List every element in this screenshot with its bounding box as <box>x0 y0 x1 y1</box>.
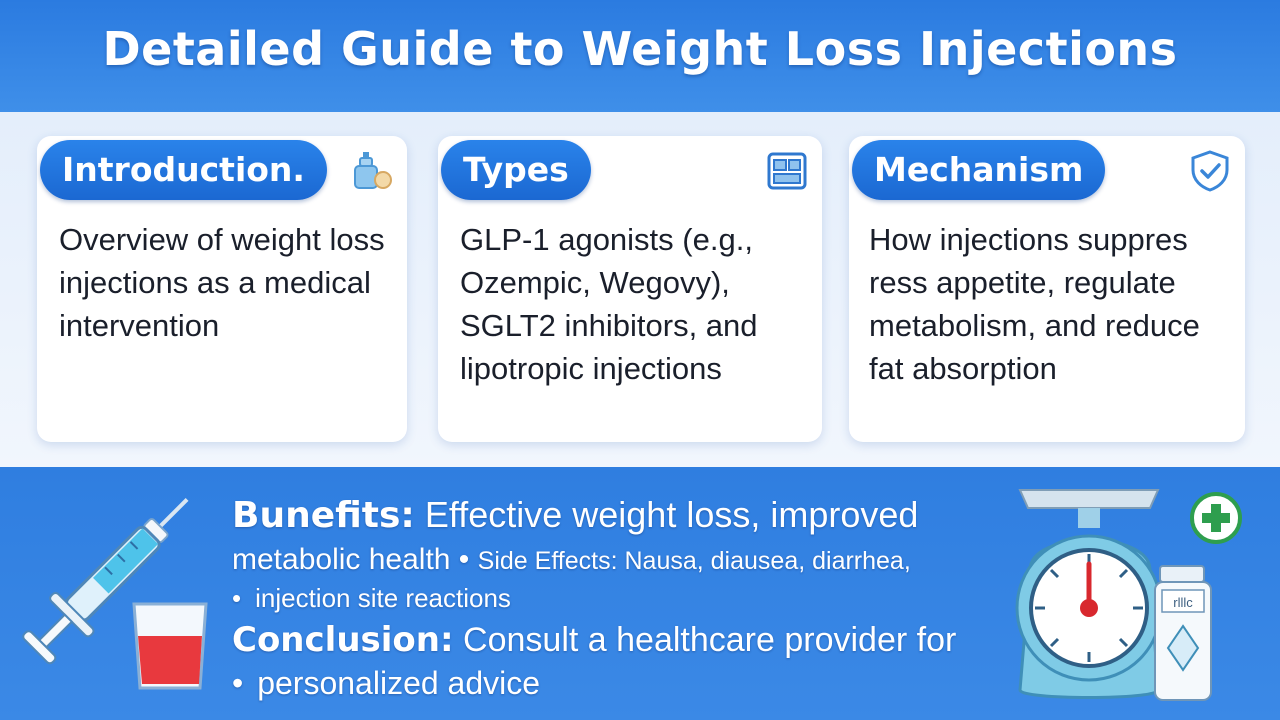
side-effects-line: metabolic health • Side Effects: Nausa, … <box>232 543 911 577</box>
bullet: • <box>232 583 242 613</box>
cup-icon <box>132 602 208 690</box>
shield-check-icon <box>1191 150 1229 192</box>
conclusion-line: Conclusion: Consult a healthcare provide… <box>232 620 956 660</box>
benefits-label: Bunefits: <box>232 495 415 536</box>
svg-text:rlllc: rlllc <box>1173 595 1193 610</box>
card-heading-introduction: Introduction. <box>40 140 327 200</box>
card-types: Types GLP-1 agonists (e.g., Ozempic, Weg… <box>438 136 822 442</box>
advice-line: • personalized advice <box>232 665 540 702</box>
metabolic-text: metabolic health • <box>232 543 470 576</box>
card-heading-types: Types <box>441 140 591 200</box>
card-text-types: GLP-1 agonists (e.g., Ozempic, Wegovy), … <box>460 222 758 386</box>
card-heading-mechanism: Mechanism <box>852 140 1106 200</box>
benefits-text: Effective weight loss, improved <box>424 494 919 535</box>
page-title: Detailed Guide to Weight Loss Injections <box>102 22 1178 76</box>
title-banner: Detailed Guide to Weight Loss Injections <box>0 0 1280 112</box>
bullet: • <box>232 665 244 701</box>
card-text-introduction: Overview of weight loss injections as a … <box>59 222 385 343</box>
kit-icon <box>354 152 392 189</box>
advice-text: personalized advice <box>257 665 541 701</box>
benefits-line: Bunefits: Effective weight loss, improve… <box>232 494 918 536</box>
reactions-line: • injection site reactions <box>232 583 511 614</box>
card-introduction: Introduction. Overview of weight loss in… <box>37 136 407 442</box>
side-effects-text: Side Effects: Nausa, diausea, diarrhea, <box>477 547 911 575</box>
scale-icon: rlllc <box>1015 489 1242 701</box>
syringe-icon <box>22 498 189 665</box>
clipboard-icon <box>767 152 807 190</box>
card-text-mechanism: How injections suppres ress appetite, re… <box>869 222 1200 386</box>
conclusion-label: Conclusion: <box>232 620 454 660</box>
card-mechanism: Mechanism How injections suppres ress ap… <box>849 136 1245 442</box>
reactions-text: injection site reactions <box>255 583 511 613</box>
conclusion-text: Consult a healthcare provider for <box>463 621 957 659</box>
